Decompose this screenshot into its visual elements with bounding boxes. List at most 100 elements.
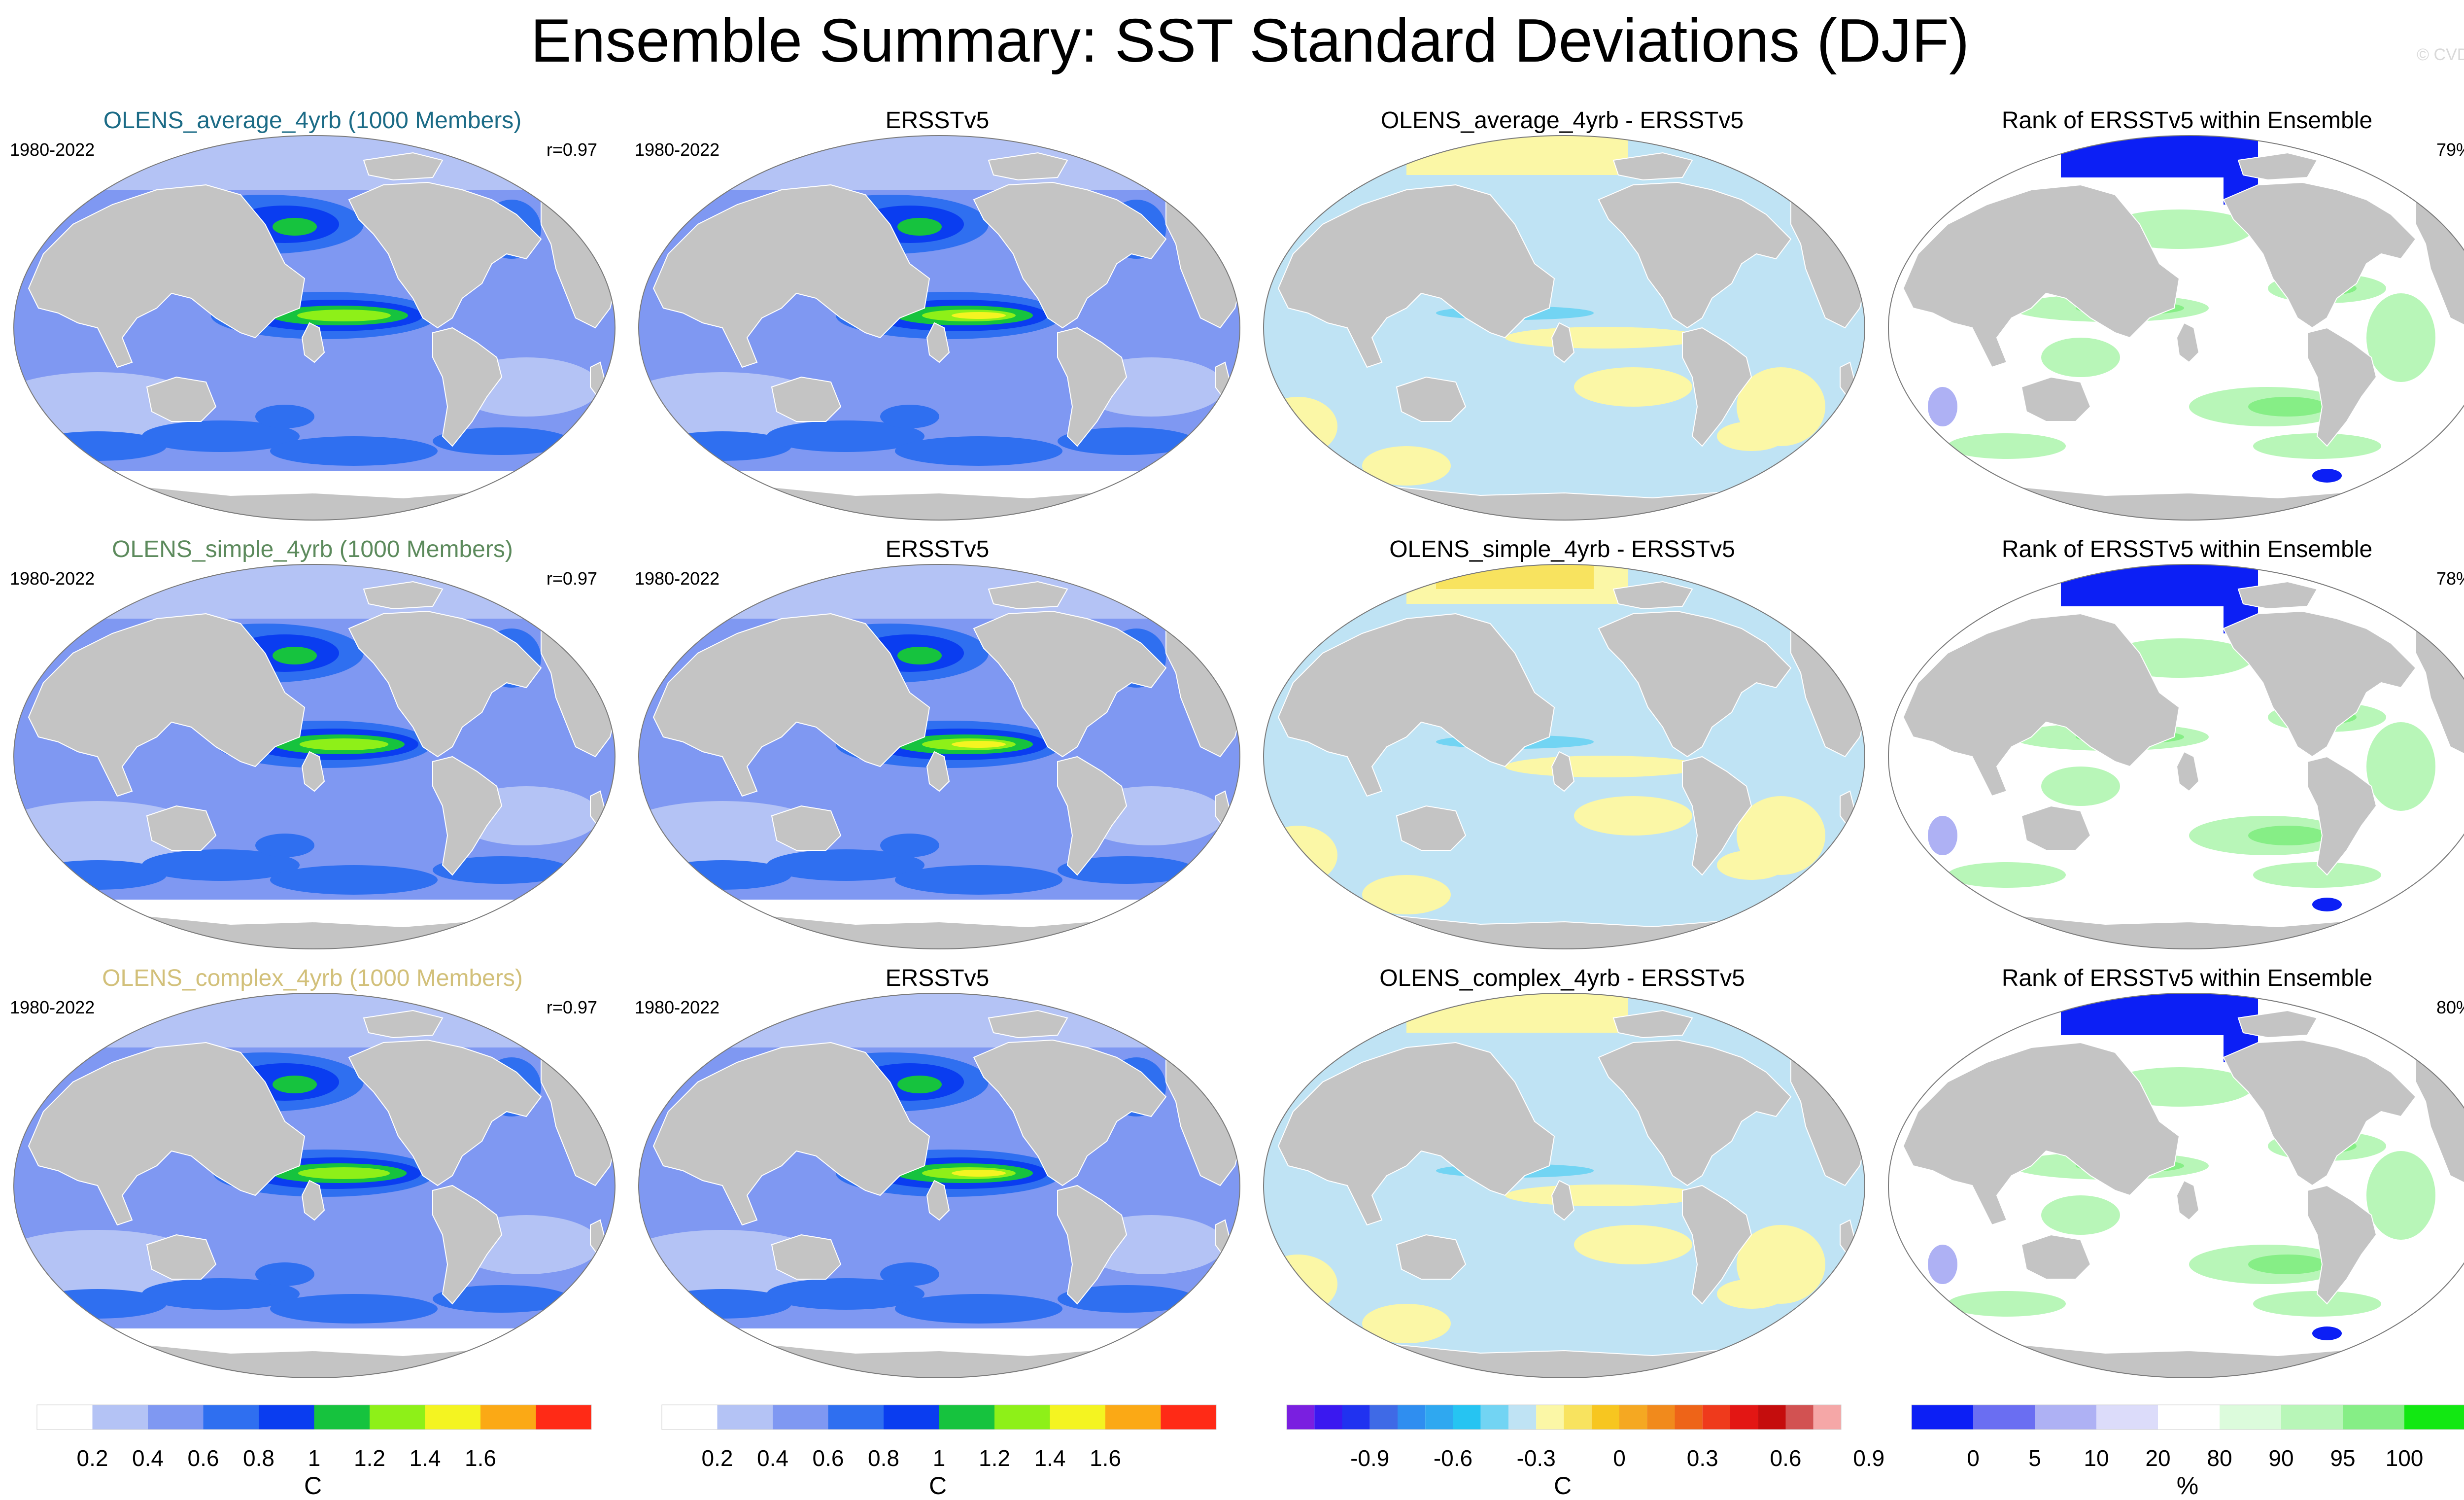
panel-observations: ERSSTv5 1980-2022	[625, 535, 1250, 964]
rank-percent: 80%	[2436, 997, 2464, 1017]
panel-title: Rank of ERSSTv5 within Ensemble	[2001, 965, 2373, 991]
colorbar-swatch	[662, 1405, 718, 1430]
colorbar-tick-label: 80	[2207, 1445, 2232, 1471]
rank-map	[1888, 993, 2464, 1378]
colorbar-swatch	[1050, 1405, 1105, 1430]
colorbar-tick-label: 1.2	[354, 1445, 385, 1471]
colorbar-swatch	[2404, 1405, 2464, 1430]
colorbar-swatches	[661, 1404, 1217, 1430]
colorbar-tick-label: 0.8	[868, 1445, 899, 1471]
figure-title: Ensemble Summary: SST Standard Deviation…	[530, 7, 1970, 75]
colorbar-tick-label: 0.6	[187, 1445, 219, 1471]
panel-title: OLENS_average_4yrb (1000 Members)	[103, 107, 522, 134]
colorbar-tick-label: 20	[2145, 1445, 2171, 1471]
colorbar-tick-label: 90	[2268, 1445, 2294, 1471]
colorbar-swatch	[259, 1405, 314, 1430]
colorbar-tick-label: 0.9	[1853, 1445, 1885, 1471]
colorbar-tick-label: 95	[2330, 1445, 2356, 1471]
colorbar-swatch	[1398, 1405, 1426, 1430]
panel-title: ERSSTv5	[885, 107, 990, 134]
colorbar-tick-label: 0	[1613, 1445, 1626, 1471]
panel-years: 1980-2022	[10, 568, 95, 589]
colorbar-swatch	[480, 1405, 536, 1430]
colorbar-swatch	[314, 1405, 370, 1430]
colorbar-units: C	[304, 1472, 322, 1500]
panel-title: OLENS_complex_4yrb - ERSSTv5	[1379, 965, 1745, 991]
panel-ensemble-complex: OLENS_complex_4yrb (1000 Members) 1980-2…	[0, 964, 625, 1393]
colorbar-tick-label: 0.8	[243, 1445, 274, 1471]
colorbar-tick-label: 1	[308, 1445, 321, 1471]
panel-years: 1980-2022	[635, 140, 720, 160]
colorbar-units: C	[1553, 1472, 1572, 1500]
difference-map	[1263, 993, 1865, 1378]
colorbar-swatch	[717, 1405, 773, 1430]
panel-title: OLENS_simple_4yrb (1000 Members)	[112, 536, 513, 562]
colorbar-swatch	[425, 1405, 480, 1430]
colorbar-tick-label: -0.6	[1433, 1445, 1473, 1471]
colorbar-swatch	[1425, 1405, 1453, 1430]
difference-map	[1263, 564, 1865, 949]
sst-map	[13, 135, 616, 521]
colorbar-tick-label: 1.6	[465, 1445, 496, 1471]
colorbar-swatch	[1675, 1405, 1703, 1430]
colorbar-swatch	[92, 1405, 148, 1430]
panel-observations: ERSSTv5 1980-2022	[625, 106, 1250, 535]
panel-rank: Rank of ERSSTv5 within Ensemble 80%	[1875, 964, 2464, 1393]
colorbar-swatch	[773, 1405, 828, 1430]
panel-rank: Rank of ERSSTv5 within Ensemble 78%	[1875, 535, 2464, 964]
colorbar-rank: 0 5 10 20 80 90 95 100 %	[1875, 1397, 2464, 1500]
panel-difference: OLENS_average_4yrb - ERSSTv5	[1250, 106, 1875, 535]
colorbar-tick-label: 1	[932, 1445, 946, 1471]
pattern-correlation: r=0.97	[546, 568, 597, 589]
colorbar-tick-label: 0.6	[1770, 1445, 1802, 1471]
colorbar-tick-label: 0.4	[757, 1445, 788, 1471]
panel-title: ERSSTv5	[885, 536, 990, 562]
panel-years: 1980-2022	[635, 568, 720, 589]
rank-map	[1888, 135, 2464, 521]
sst-map	[638, 564, 1240, 949]
colorbar-swatch	[536, 1405, 591, 1430]
colorbar-swatch	[1453, 1405, 1481, 1430]
colorbar-tick-label: 1.2	[979, 1445, 1010, 1471]
colorbar-swatch	[884, 1405, 939, 1430]
rank-map	[1888, 564, 2464, 949]
panel-observations: ERSSTv5 1980-2022	[625, 964, 1250, 1393]
colorbar-swatch	[370, 1405, 425, 1430]
colorbar-swatch	[1591, 1405, 1619, 1430]
colorbar-tick-label: -0.3	[1516, 1445, 1556, 1471]
panel-title: ERSSTv5	[885, 965, 990, 991]
colorbar-sd-ensemble: 0.2 0.4 0.6 0.8 1 1.2 1.4 1.6 C	[0, 1397, 625, 1500]
colorbar-swatch	[1369, 1405, 1398, 1430]
colorbar-swatch	[2035, 1405, 2096, 1430]
colorbar-swatch	[148, 1405, 204, 1430]
colorbar-swatch	[1813, 1405, 1841, 1430]
panel-title: OLENS_average_4yrb - ERSSTv5	[1380, 107, 1744, 134]
colorbar-tick-label: 1.4	[409, 1445, 441, 1471]
colorbar-units: %	[2176, 1472, 2199, 1500]
panel-title: OLENS_complex_4yrb (1000 Members)	[102, 965, 523, 991]
colorbar-difference: -0.9 -0.6 -0.3 0 0.3 0.6 0.9 C	[1250, 1397, 1884, 1500]
colorbar-tick-label: 0.2	[76, 1445, 108, 1471]
colorbar-swatch	[2281, 1405, 2343, 1430]
colorbar-swatch	[37, 1405, 93, 1430]
pattern-correlation: r=0.97	[546, 997, 597, 1017]
colorbar-swatch	[1161, 1405, 1216, 1430]
colorbar-tick-label: 5	[2028, 1445, 2041, 1471]
colorbar-swatch	[2220, 1405, 2281, 1430]
colorbar-units: C	[928, 1472, 947, 1500]
colorbar-swatches	[1286, 1404, 1842, 1430]
rank-percent: 78%	[2436, 568, 2464, 589]
copyright-label: © CVDP	[2417, 45, 2464, 64]
colorbar-swatch	[1758, 1405, 1786, 1430]
colorbar-swatch	[1619, 1405, 1647, 1430]
colorbar-tick-label: 10	[2084, 1445, 2109, 1471]
colorbar-tick-label: 0.2	[701, 1445, 733, 1471]
colorbar-swatch	[939, 1405, 994, 1430]
colorbar-swatch	[828, 1405, 884, 1430]
colorbar-swatch	[1647, 1405, 1675, 1430]
colorbar-swatch	[1287, 1405, 1315, 1430]
sst-map	[13, 993, 616, 1378]
panel-title: OLENS_simple_4yrb - ERSSTv5	[1389, 536, 1735, 562]
panel-years: 1980-2022	[10, 140, 95, 160]
colorbar-swatch	[994, 1405, 1050, 1430]
